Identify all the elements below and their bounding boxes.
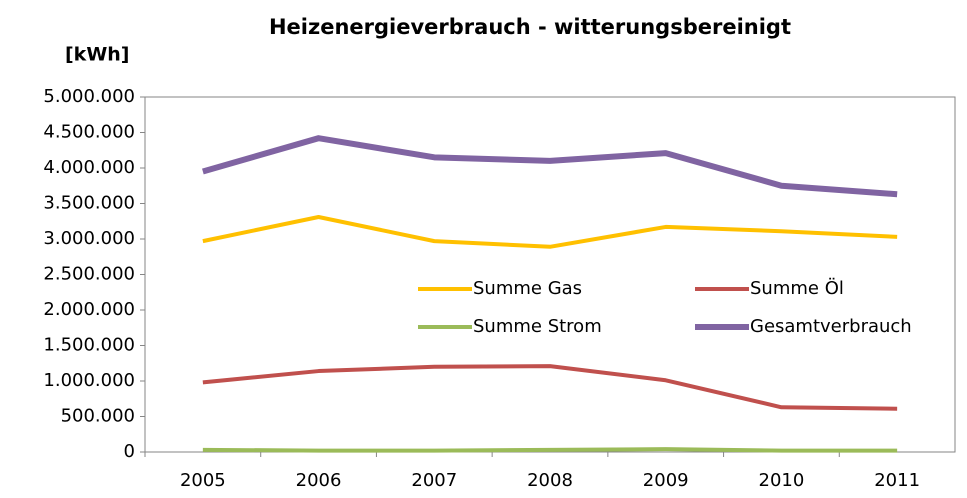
y-tick-label: 4.500.000 (43, 122, 135, 143)
series-line (202, 135, 898, 198)
series-line (202, 214, 898, 249)
y-axis-label: [kWh] (65, 44, 130, 66)
y-tick-label: 1.000.000 (43, 370, 135, 391)
y-tick-label: 2.500.000 (43, 264, 135, 285)
x-tick-label: 2006 (296, 470, 342, 491)
series-line (202, 447, 898, 453)
y-tick-label: 3.000.000 (43, 228, 135, 249)
legend-label: Summe Strom (473, 316, 602, 337)
x-tick-label: 2005 (180, 470, 226, 491)
y-tick-label: 4.000.000 (43, 157, 135, 178)
legend-label: Gesamtverbrauch (750, 316, 912, 337)
y-tick-label: 3.500.000 (43, 193, 135, 214)
legend-label: Summe Öl (750, 277, 844, 299)
chart-title: Heizenergieverbrauch - witterungsbereini… (269, 15, 791, 39)
y-tick-label: 1.500.000 (43, 335, 135, 356)
y-tick-label: 2.000.000 (43, 299, 135, 320)
y-tick-label: 500.000 (61, 406, 135, 427)
series-line (202, 364, 898, 411)
x-tick-label: 2007 (411, 470, 457, 491)
y-tick-label: 0 (124, 441, 135, 462)
legend-label: Summe Gas (473, 278, 582, 299)
x-tick-label: 2010 (759, 470, 805, 491)
x-tick-label: 2008 (527, 470, 573, 491)
y-tick-label: 5.000.000 (43, 86, 135, 107)
x-tick-label: 2011 (874, 470, 920, 491)
x-tick-label: 2009 (643, 470, 689, 491)
